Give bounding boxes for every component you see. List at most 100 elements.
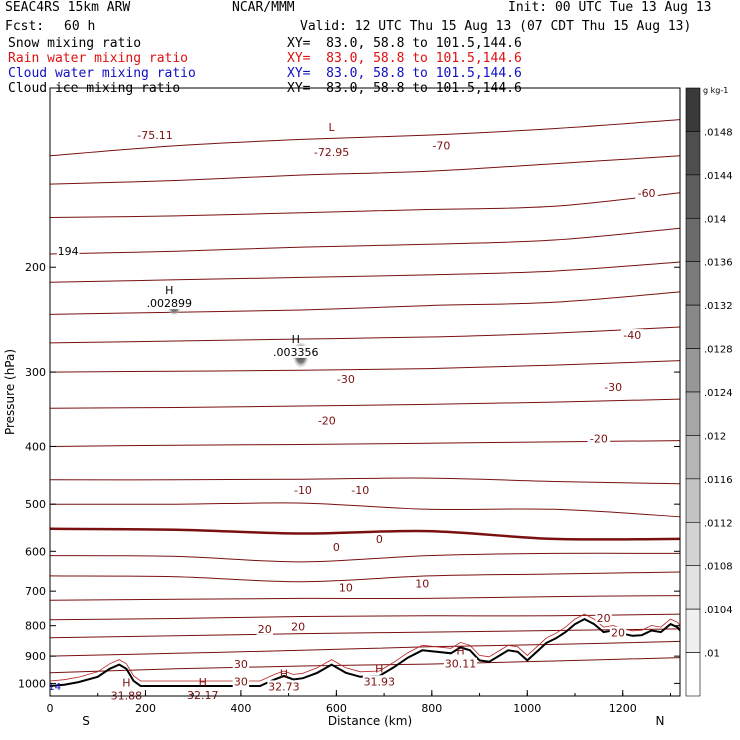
extremum-value: 32.17 — [187, 689, 219, 702]
isotherm-line-4 — [49, 261, 681, 283]
field-name-rain: Rain water mixing ratio — [8, 51, 189, 66]
colorbar-box — [685, 87, 701, 132]
y-tick-label: 800 — [25, 620, 46, 633]
isotherm-line-2 — [49, 192, 681, 218]
contour-label: 0 — [376, 533, 383, 546]
y-tick-label: 600 — [25, 545, 46, 558]
colorbar-label: .0112 — [704, 518, 733, 529]
fcst-value: 60 h — [64, 19, 96, 34]
contour-label-bg — [315, 414, 339, 427]
x-tick-label: 800 — [421, 702, 442, 715]
contour-label-bg — [595, 611, 612, 624]
colorbar-label: .0124 — [704, 388, 733, 399]
colorbar-label: .0132 — [704, 301, 733, 312]
colorbar-label: .0136 — [704, 258, 733, 269]
isotherm-line-8 — [49, 398, 681, 409]
contour-label: -20 — [590, 433, 608, 446]
contour-label-bg — [374, 532, 385, 545]
x-tick-label: 0 — [47, 702, 54, 715]
field-xy-rain: XY= 83.0, 58.8 to 101.5,144.6 — [287, 51, 522, 66]
colorbar-box — [685, 521, 701, 567]
colorbar-label: .0104 — [704, 605, 733, 616]
isotherm-line-16 — [49, 613, 681, 621]
colorbar-box — [685, 217, 701, 263]
x-tick-label: 1200 — [609, 702, 637, 715]
contour-label-bg — [134, 129, 176, 142]
colorbar-label: .0144 — [704, 171, 733, 182]
contour-label-bg — [256, 622, 273, 635]
north-label: N — [656, 714, 665, 728]
contour-label: 30 — [234, 658, 248, 671]
extremum-mark: H — [199, 676, 207, 689]
contour-label-bg — [310, 145, 353, 158]
contour-label-bg — [334, 372, 358, 385]
colorbar-box — [685, 391, 701, 436]
extremum-value-bg — [443, 657, 477, 670]
contour-label: -75.11 — [137, 129, 172, 142]
extremum-value: .002899 — [147, 297, 193, 310]
isotherm-line-12 — [49, 527, 681, 541]
isotherm-line-14 — [49, 571, 681, 583]
extremum-value: 31.93 — [364, 675, 396, 688]
colorbar-box — [685, 608, 701, 653]
contour-label: -40 — [623, 329, 641, 342]
colorbar-box — [685, 304, 701, 349]
valid-time: Valid: 12 UTC Thu 15 Aug 13 (07 CDT Thu … — [300, 19, 692, 34]
y-tick-label: 200 — [25, 261, 46, 274]
contour-label: 10 — [339, 581, 353, 594]
contour-label-bg — [430, 139, 453, 152]
field-name-cloud-water: Cloud water mixing ratio — [8, 66, 196, 81]
extremum-mark: H — [165, 284, 173, 297]
contour-label: 194 — [58, 245, 79, 258]
south-label: S — [82, 714, 90, 728]
y-axis-label: Pressure (hPa) — [3, 349, 17, 435]
contour-label: -20 — [318, 415, 336, 428]
extremum-value: 32.73 — [268, 680, 300, 693]
axes-layer: 0 200 400 600 800 1000 12002003004005006007008… — [18, 261, 680, 715]
contour-label-bg — [289, 620, 307, 633]
contour-label-bg — [291, 483, 315, 496]
extremum-value-bg — [186, 688, 220, 701]
isotherm-line-3 — [49, 227, 681, 255]
colorbar-label: .014 — [704, 214, 726, 225]
extremum-value-bg — [146, 297, 193, 310]
rain-contour-line — [49, 613, 681, 682]
contour-label: -30 — [604, 381, 622, 394]
extremum-value-bg — [109, 689, 143, 702]
colorbar-label: .0108 — [704, 562, 733, 573]
contour-label-bg — [348, 483, 372, 496]
isotherm-line-19 — [49, 657, 681, 674]
colorbar-box — [685, 652, 701, 697]
contour-label: -30 — [337, 373, 355, 386]
contour-label: 20 — [291, 621, 305, 634]
colorbar-box — [685, 131, 701, 176]
colorbar-unit: g kg-1 — [703, 86, 728, 95]
contour-label: -70 — [432, 140, 450, 153]
contour-label: 20 — [611, 627, 625, 640]
isotherm-line-0 — [49, 119, 681, 157]
extremum-mark: H — [292, 333, 300, 346]
model-title: SEAC4RS 15km ARW — [5, 0, 131, 15]
y-tick-label: 700 — [25, 585, 46, 598]
colorbar-label: .0148 — [704, 127, 733, 138]
y-tick-label: 300 — [25, 366, 46, 379]
extremum-value: .003356 — [273, 346, 319, 359]
extremum-value-bg — [273, 345, 319, 358]
x-tick-label: 400 — [230, 702, 251, 715]
colorbar-box — [685, 565, 701, 610]
contour-label-bg — [337, 581, 355, 594]
colorbar-label: .012 — [704, 431, 726, 442]
contour-label: -60 — [638, 187, 656, 200]
contour-label-bg — [620, 329, 644, 342]
contour-label: -10 — [294, 484, 312, 497]
extremum-value: 30.11 — [445, 658, 477, 671]
extremum-value-bg — [362, 675, 396, 688]
organization: NCAR/MMM — [232, 0, 295, 15]
x-tick-label: 200 — [135, 702, 156, 715]
extremum-mark: H — [375, 662, 383, 675]
isotherm-line-15 — [49, 595, 681, 601]
isotherm-line-18 — [49, 640, 681, 657]
contour-label: 30 — [234, 676, 248, 689]
isotherm-line-9 — [49, 440, 681, 447]
